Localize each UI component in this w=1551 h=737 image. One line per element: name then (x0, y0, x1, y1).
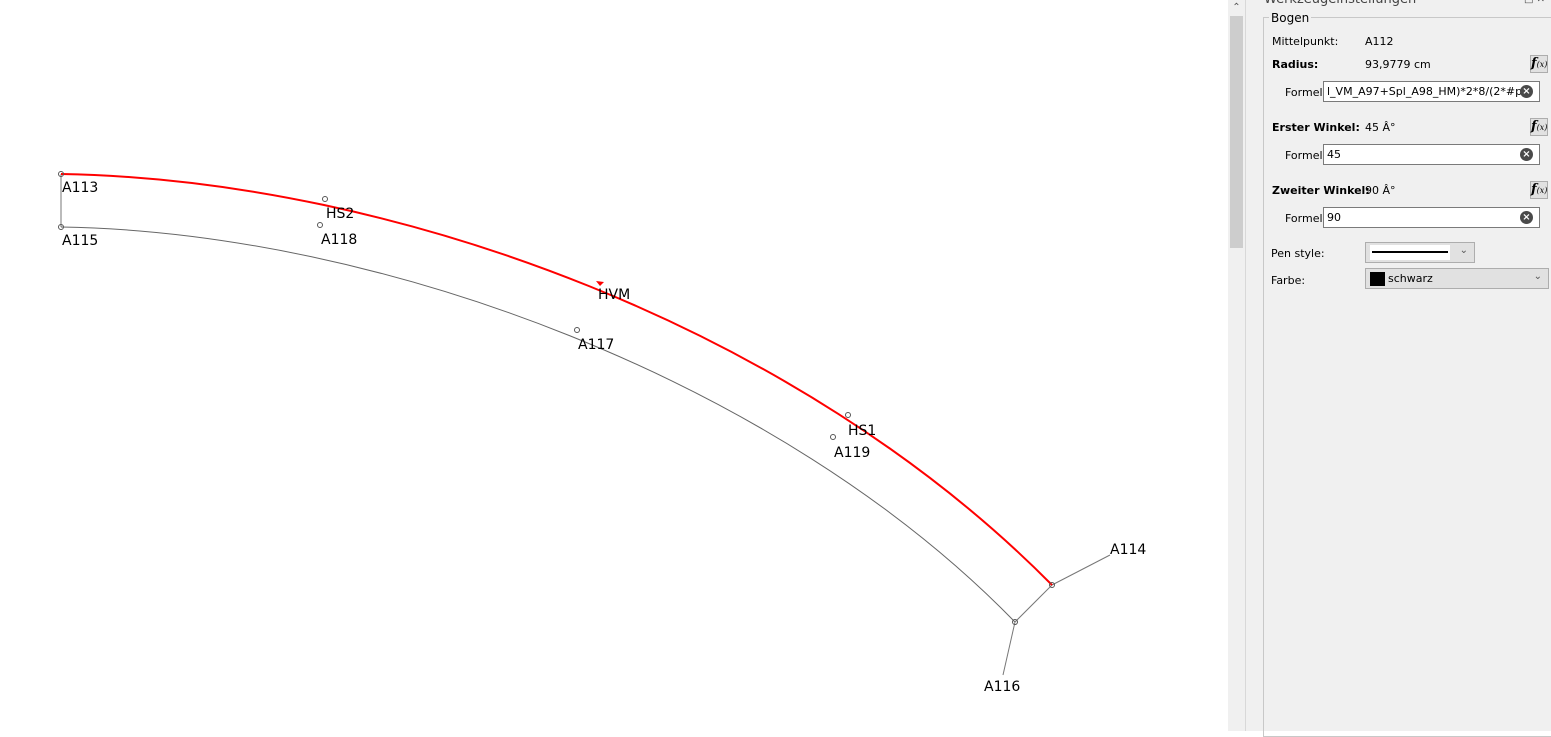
label-a116: A116 (984, 679, 1020, 695)
second-angle-formula-wizard-button[interactable]: f(x) (1530, 181, 1548, 199)
clear-icon[interactable]: × (1520, 85, 1533, 98)
point-hs2[interactable] (322, 196, 328, 202)
center-value: A112 (1365, 35, 1394, 48)
radius-formula-input[interactable]: l_VM_A97+Spl_A98_HM)*2*8/(2*#pi) × (1323, 81, 1540, 102)
point-a118[interactable] (317, 222, 323, 228)
label-hs2: HS2 (326, 206, 354, 222)
clear-icon[interactable]: × (1520, 148, 1533, 161)
label-hvm: HVM (598, 287, 630, 303)
active-arc[interactable] (60, 173, 1053, 586)
pen-style-select[interactable]: ⌄ (1365, 242, 1475, 263)
second-angle-value: 90 Â° (1365, 184, 1396, 197)
label-a113: A113 (62, 180, 98, 196)
first-angle-label: Erster Winkel: (1272, 121, 1360, 134)
first-formula-text: 45 (1327, 148, 1341, 161)
label-a119: A119 (834, 445, 870, 461)
point-a116[interactable] (1012, 619, 1018, 625)
fx-icon: f (1531, 182, 1537, 197)
point-a117[interactable] (574, 327, 580, 333)
clear-icon[interactable]: × (1520, 211, 1533, 224)
label-a117: A117 (578, 337, 614, 353)
radius-formula-wizard-button[interactable]: f(x) (1530, 55, 1548, 73)
first-angle-formula-wizard-button[interactable]: f(x) (1530, 118, 1548, 136)
fx-sub: (x) (1536, 60, 1548, 69)
second-formula-label: Formel (1285, 212, 1323, 225)
pen-style-preview (1370, 245, 1450, 260)
fx-icon: f (1531, 119, 1537, 134)
radius-formula-text: l_VM_A97+Spl_A98_HM)*2*8/(2*#pi) (1327, 85, 1530, 98)
group-title: Bogen (1269, 11, 1312, 25)
point-a113[interactable] (58, 171, 64, 177)
point-hs1[interactable] (845, 412, 851, 418)
first-formula-label: Formel (1285, 149, 1323, 162)
color-value: schwarz (1388, 272, 1433, 285)
scroll-up-icon[interactable]: ⌃ (1232, 2, 1241, 13)
color-select[interactable]: schwarz ⌄ (1365, 268, 1549, 289)
pen-style-label: Pen style: (1271, 247, 1325, 260)
radius-label: Radius: (1272, 58, 1319, 71)
second-formula-text: 90 (1327, 211, 1341, 224)
drawing-canvas[interactable]: A113 A115 HS2 A118 HVM A117 HS1 A119 A11… (0, 0, 1228, 731)
line-a116-label (1002, 621, 1016, 676)
point-a114[interactable] (1049, 582, 1055, 588)
first-angle-value: 45 Â° (1365, 121, 1396, 134)
fx-sub: (x) (1536, 186, 1548, 195)
center-label: Mittelpunkt: (1272, 35, 1339, 48)
arc-direction-arrow (596, 281, 604, 286)
label-a114: A114 (1110, 542, 1146, 558)
color-label: Farbe: (1271, 274, 1306, 287)
first-angle-formula-input[interactable]: 45 × (1323, 144, 1540, 165)
line-a116-a114[interactable] (1014, 584, 1053, 623)
color-swatch (1370, 272, 1385, 286)
second-angle-formula-input[interactable]: 90 × (1323, 207, 1540, 228)
scrollbar-thumb[interactable] (1230, 16, 1243, 248)
vertical-scrollbar[interactable]: ⌃ (1228, 0, 1245, 731)
inner-arc[interactable] (60, 226, 1016, 623)
chevron-down-icon: ⌄ (1459, 245, 1468, 256)
label-a115: A115 (62, 233, 98, 249)
point-a119[interactable] (830, 434, 836, 440)
label-a118: A118 (321, 232, 357, 248)
point-a115[interactable] (58, 224, 64, 230)
chevron-down-icon: ⌄ (1533, 271, 1542, 282)
tool-options-panel: Werkzeugeinstellungen □ ✕ (1245, 0, 1551, 737)
line-a114-label (1051, 554, 1111, 586)
radius-value: 93,9779 cm (1365, 58, 1431, 71)
panel-window-buttons[interactable]: □ ✕ (1524, 0, 1545, 5)
label-hs1: HS1 (848, 423, 876, 439)
radius-formula-label: Formel (1285, 86, 1323, 99)
panel-title: Werkzeugeinstellungen (1246, 0, 1551, 8)
pattern-drawing: A113 A115 HS2 A118 HVM A117 HS1 A119 A11… (58, 171, 1146, 695)
second-angle-label: Zweiter Winkel: (1272, 184, 1370, 197)
fx-sub: (x) (1536, 123, 1548, 132)
fx-icon: f (1531, 56, 1537, 71)
